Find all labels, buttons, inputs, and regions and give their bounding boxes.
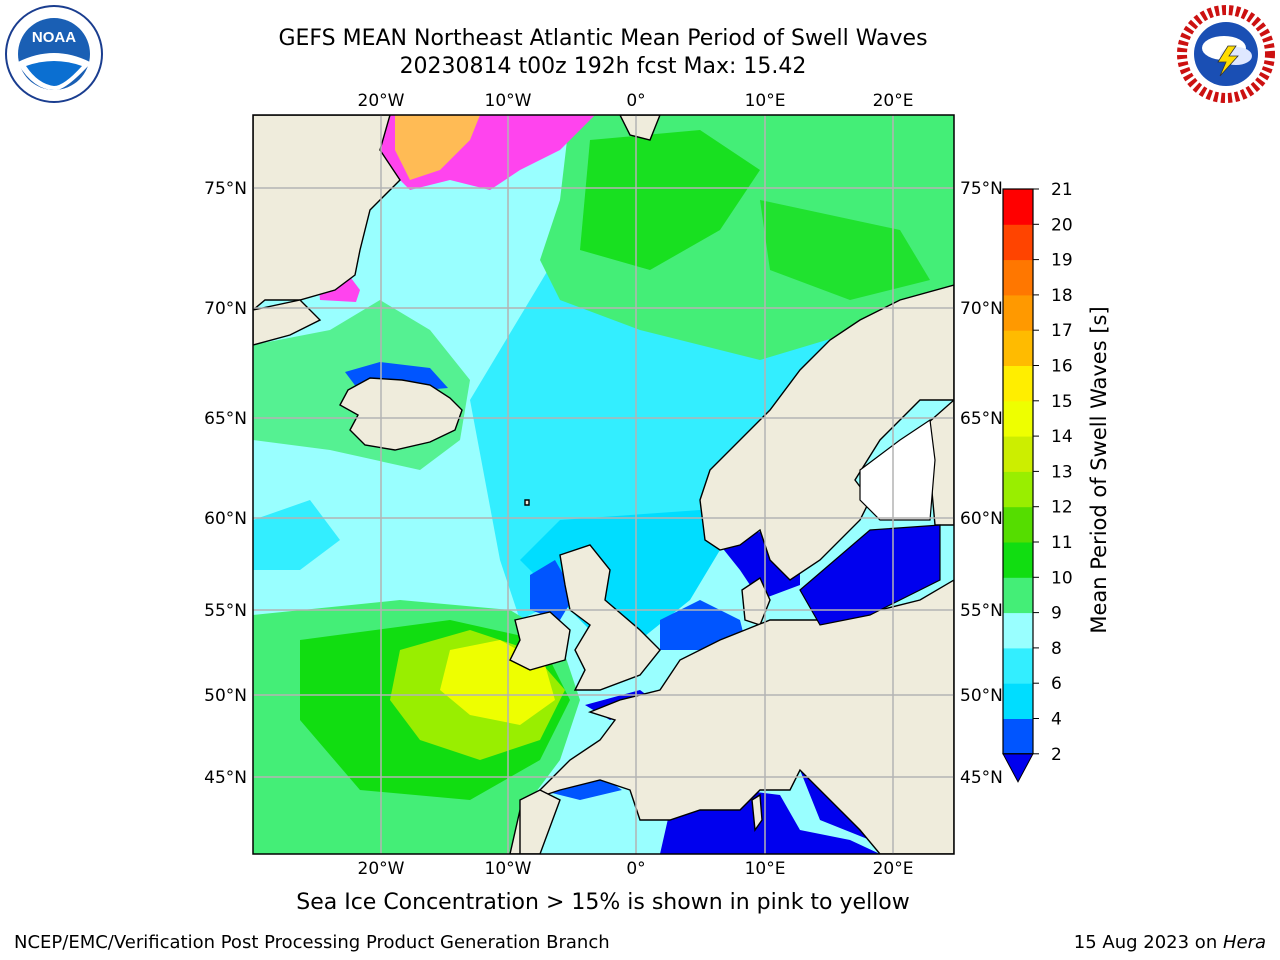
gulf-of-bothnia	[859, 418, 936, 521]
colorbar-segment	[1003, 189, 1033, 225]
lon-labels-top: 20°W 10°W 0° 10°E 20°E	[358, 91, 914, 111]
land-corsica	[751, 793, 763, 832]
noaa-logo-text: NOAA	[32, 29, 76, 46]
field-10-11s-north	[580, 130, 760, 270]
colorbar-tick-label: 4	[1051, 710, 1062, 730]
footer-host: Hera	[1222, 932, 1266, 953]
colorbar-segment	[1003, 330, 1033, 366]
colorbar-tick-label: 9	[1051, 604, 1062, 624]
footer-date-text: 15 Aug 2023 on	[1073, 932, 1223, 953]
colorbar-title: Mean Period of Swell Waves [s]	[1087, 306, 1111, 633]
lon-label: 0°	[626, 91, 645, 111]
colorbar-tick-label: 12	[1051, 498, 1073, 518]
colorbar-segment	[1003, 224, 1033, 261]
lon-labels-bottom: 20°W 10°W 0° 10°E 20°E	[358, 859, 914, 879]
colorbar-tick-label: 17	[1051, 321, 1073, 341]
colorbar-segment	[1003, 436, 1033, 472]
map-plot-area	[253, 115, 954, 854]
lat-label: 75°N	[204, 179, 247, 199]
colorbar-tick-label: 15	[1051, 392, 1073, 412]
colorbar-tick-label: 21	[1051, 180, 1073, 200]
chart-subtitle: 20230814 t00z 192h fcst Max: 15.42	[399, 54, 807, 79]
lon-label: 10°W	[485, 91, 532, 111]
land-svalbard	[619, 115, 661, 141]
lon-label: 20°W	[358, 91, 405, 111]
colorbar-segment	[1003, 577, 1033, 614]
colorbar-segment	[1003, 718, 1033, 755]
lat-label: 65°N	[204, 409, 247, 429]
lat-label: 50°N	[960, 686, 1003, 706]
land-continental-europe	[509, 579, 954, 854]
map-frame	[252, 114, 955, 855]
colorbar-segment	[1003, 612, 1033, 649]
colorbar: 2 4 6 8 9 10 11 12 13 14 15 16 17 18 19 20 21	[1002, 180, 1073, 783]
colorbar-tick-label: 14	[1051, 427, 1073, 447]
chart-title: GEFS MEAN Northeast Atlantic Mean Period…	[278, 26, 928, 51]
lat-labels-right: 75°N 70°N 65°N 60°N 55°N 50°N 45°N	[960, 179, 1003, 788]
colorbar-segment	[1003, 647, 1033, 684]
lat-label: 70°N	[960, 299, 1003, 319]
land-ireland	[509, 611, 571, 671]
map-grid	[253, 115, 954, 854]
colorbar-tick-label: 13	[1051, 462, 1073, 482]
sea-ice-orange	[395, 115, 480, 180]
footer-credit: NCEP/EMC/Verification Post Processing Pr…	[14, 932, 610, 953]
colorbar-tick-label: 18	[1051, 286, 1073, 306]
land	[253, 115, 954, 854]
colorbar-tick-label: 16	[1051, 357, 1073, 377]
land-great-britain	[559, 544, 661, 691]
colorbar-segment	[1003, 365, 1033, 402]
sea-ice-note: Sea Ice Concentration > 15% is shown in …	[0, 890, 1280, 915]
lat-label: 65°N	[960, 409, 1003, 429]
nws-logo	[1177, 5, 1275, 103]
sea-ice-note-text: Sea Ice Concentration > 15% is shown in …	[296, 890, 910, 915]
field-2-4s-north-sea-south	[660, 600, 745, 650]
land-faroes	[524, 499, 530, 506]
colorbar-tick-label: 8	[1051, 639, 1062, 659]
baltic-sea	[799, 524, 941, 626]
colorbar-tick-label: 10	[1051, 568, 1073, 588]
footer-date: 15 Aug 2023 on Hera	[1074, 932, 1266, 953]
lon-label: 20°E	[873, 91, 914, 111]
colorbar-under-arrow	[1002, 753, 1034, 783]
lat-label: 50°N	[204, 686, 247, 706]
colorbar-tick-label: 2	[1051, 745, 1062, 765]
field-2-4s-irish-sea	[530, 560, 575, 620]
lon-label: 10°E	[745, 859, 786, 879]
lat-label: 60°N	[204, 509, 247, 529]
lat-labels-left: 75°N 70°N 65°N 60°N 55°N 50°N 45°N	[204, 179, 247, 788]
lon-label: 20°W	[358, 859, 405, 879]
colorbar-segment	[1003, 471, 1033, 508]
colorbar-tick-label: 20	[1051, 215, 1073, 235]
land-iberia	[519, 789, 561, 854]
lon-label: 10°E	[745, 91, 786, 111]
colorbar-segment	[1003, 542, 1033, 578]
lat-label: 45°N	[960, 768, 1003, 788]
noaa-logo: NOAA	[5, 5, 103, 103]
lat-label: 70°N	[204, 299, 247, 319]
colorbar-segment	[1003, 294, 1033, 331]
colorbar-segment	[1003, 259, 1033, 296]
lat-label: 55°N	[960, 601, 1003, 621]
lat-label: 45°N	[204, 768, 247, 788]
lat-label: 75°N	[960, 179, 1003, 199]
field-10-11s-northeast	[760, 200, 930, 300]
lon-label: 20°E	[873, 859, 914, 879]
lon-label: 0°	[626, 859, 645, 879]
land-scandinavia	[699, 284, 954, 581]
land-greenland-south	[253, 299, 322, 346]
colorbar-tick-label: 6	[1051, 674, 1062, 694]
colorbar-segment	[1003, 683, 1033, 719]
colorbar-segment	[1003, 506, 1033, 543]
colorbar-segment	[1003, 400, 1033, 437]
lat-label: 60°N	[960, 509, 1003, 529]
colorbar-tick-label: 11	[1051, 533, 1073, 553]
colorbar-tick-label: 19	[1051, 251, 1073, 271]
lon-label: 10°W	[485, 859, 532, 879]
field-2-4s-biscay	[540, 775, 622, 800]
lat-label: 55°N	[204, 601, 247, 621]
